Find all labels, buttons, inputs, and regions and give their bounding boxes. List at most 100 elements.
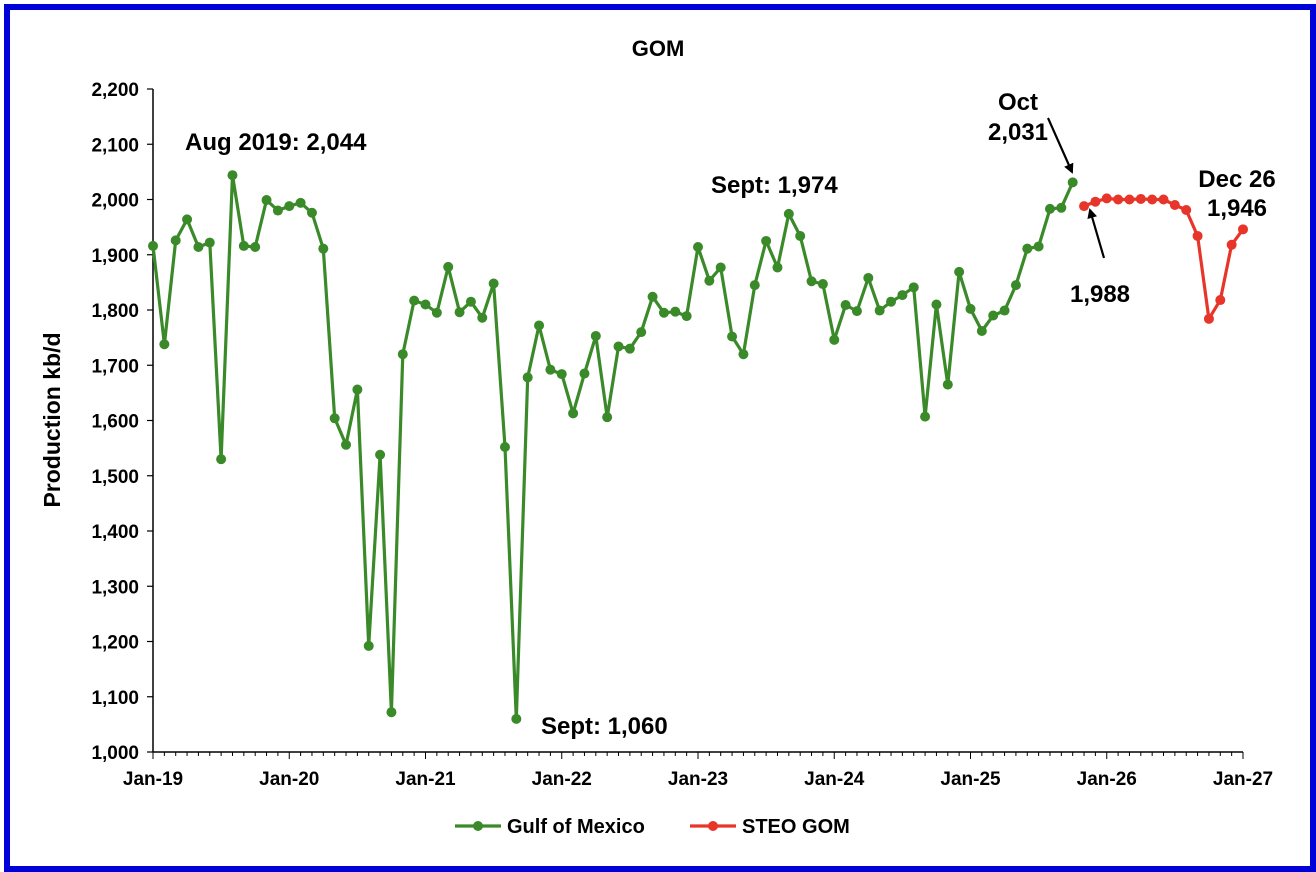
data-point — [534, 320, 545, 331]
data-point — [1056, 202, 1067, 213]
data-point — [761, 235, 772, 246]
annotation-label: Sept: 1,974 — [711, 172, 838, 199]
data-point — [148, 240, 158, 251]
data-point — [988, 310, 999, 321]
legend-label: Gulf of Mexico — [507, 816, 645, 838]
data-point — [1022, 243, 1033, 254]
x-tick-label: Jan-23 — [668, 769, 728, 790]
data-point — [749, 280, 760, 291]
data-point — [306, 207, 317, 218]
data-point — [499, 442, 510, 453]
data-point — [182, 214, 193, 225]
data-point — [1192, 230, 1203, 241]
data-point — [931, 299, 942, 310]
data-point — [1010, 280, 1021, 291]
annotation-label: Aug 2019: 2,044 — [185, 129, 367, 156]
data-point — [727, 331, 738, 342]
data-point — [681, 311, 692, 322]
data-point — [272, 205, 283, 216]
data-point — [227, 170, 238, 181]
data-point — [1124, 194, 1135, 205]
data-point — [999, 305, 1010, 316]
data-point — [1113, 194, 1124, 205]
arrow-steo-start — [1087, 208, 1106, 259]
data-point — [772, 262, 783, 273]
annotation-label: 2,031 — [988, 119, 1048, 146]
data-point — [783, 208, 794, 219]
x-tick-label: Jan-25 — [940, 769, 1001, 790]
data-point — [874, 305, 885, 316]
data-point — [1090, 196, 1101, 207]
x-tick-label: Jan-22 — [532, 769, 592, 790]
data-point — [284, 201, 295, 212]
data-point — [1067, 177, 1078, 188]
data-point — [670, 306, 681, 317]
data-point — [568, 408, 579, 419]
data-point — [1101, 193, 1112, 204]
data-point — [897, 290, 908, 301]
x-tick-label: Jan-27 — [1213, 769, 1273, 790]
x-tick-label: Jan-21 — [395, 769, 456, 790]
data-point — [352, 384, 363, 395]
x-tick-label: Jan-19 — [123, 769, 183, 790]
y-tick-label: 1,800 — [91, 301, 139, 322]
data-point — [886, 296, 897, 307]
y-tick-label: 1,000 — [91, 743, 139, 764]
data-point — [193, 242, 204, 253]
data-point — [829, 334, 840, 345]
data-point — [1033, 241, 1044, 252]
annotation-label: 1,988 — [1070, 281, 1130, 308]
y-tick-label: 1,900 — [91, 246, 139, 267]
data-point — [920, 411, 931, 422]
x-tick-label: Jan-24 — [804, 769, 865, 790]
y-tick-label: 1,300 — [91, 577, 139, 598]
legend-label: STEO GOM — [742, 816, 850, 838]
data-point — [318, 243, 329, 254]
series-line — [151, 173, 1075, 721]
data-point — [522, 372, 533, 383]
data-point — [1203, 313, 1214, 324]
data-point — [1158, 194, 1169, 205]
annotations-layer: Aug 2019: 2,044 Sept: 1,974 Sept: 1,060 Oct… — [185, 89, 1276, 740]
data-point — [942, 379, 953, 390]
data-point — [454, 307, 465, 318]
data-point — [795, 230, 806, 241]
data-point — [636, 327, 647, 338]
legend: Gulf of Mexico STEO GOM — [455, 816, 850, 838]
arrow-oct — [1046, 117, 1074, 174]
data-point — [1238, 224, 1248, 235]
y-tick-label: 2,100 — [91, 135, 139, 156]
data-point — [556, 369, 567, 380]
data-point — [624, 343, 635, 354]
y-tick-label: 1,200 — [91, 633, 139, 654]
data-point — [590, 330, 601, 341]
data-point — [250, 242, 261, 253]
annotation-label: Oct — [998, 89, 1038, 116]
legend-marker — [473, 821, 483, 831]
data-point — [715, 262, 726, 273]
x-tick-label: Jan-26 — [1077, 769, 1137, 790]
data-point — [976, 325, 987, 336]
data-point — [238, 240, 249, 251]
data-point — [817, 279, 828, 290]
data-point — [341, 439, 352, 450]
data-point — [738, 349, 749, 360]
data-point — [908, 282, 919, 293]
data-point — [693, 242, 703, 253]
data-point — [851, 306, 862, 317]
y-axis-ticks: 1,000 1,100 1,200 1,300 1,400 1,500 1,600 1,700… — [91, 80, 153, 764]
data-point — [545, 364, 556, 375]
data-point — [397, 349, 408, 360]
y-tick-label: 1,100 — [91, 688, 139, 709]
data-point — [1135, 193, 1146, 204]
data-point — [295, 197, 306, 208]
annotation-label: Dec 26 — [1198, 166, 1275, 193]
data-point — [602, 412, 613, 423]
data-point — [477, 312, 488, 323]
series-gulf-of-mexico — [148, 170, 1078, 724]
data-point — [420, 299, 431, 310]
annotation-label: Sept: 1,060 — [541, 713, 668, 740]
chart-title: GOM — [632, 36, 685, 61]
y-tick-label: 1,500 — [91, 467, 139, 488]
